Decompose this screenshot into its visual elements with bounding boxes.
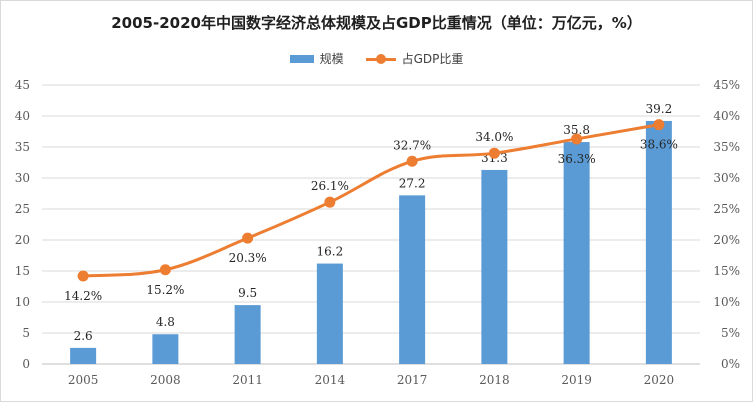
- y-left-tick-label: 25: [15, 202, 30, 216]
- line-value-label: 15.2%: [146, 283, 184, 297]
- bar-value-label: 9.5: [238, 286, 257, 300]
- x-tick-label: 2011: [232, 373, 263, 387]
- legend-label-gdp-share: 占GDP比重: [401, 52, 464, 66]
- line-value-label: 14.2%: [64, 289, 102, 303]
- line-value-label: 20.3%: [229, 251, 267, 265]
- y-left-tick-label: 15: [15, 264, 30, 278]
- legend-bar-swatch: [289, 54, 314, 63]
- line-point: [406, 155, 418, 167]
- x-tick-label: 2017: [397, 373, 428, 387]
- line-value-label: 38.6%: [640, 138, 678, 152]
- bar-value-label: 4.8: [156, 315, 175, 329]
- bar: [234, 305, 261, 364]
- x-tick-label: 2014: [315, 373, 346, 387]
- line-value-label: 36.3%: [558, 152, 596, 166]
- bar-value-label: 35.8: [563, 123, 590, 137]
- y-right-tick-label: 5%: [721, 326, 740, 340]
- bar-value-label: 2.6: [74, 329, 93, 343]
- x-tick-label: 2018: [479, 373, 510, 387]
- line-value-label: 32.7%: [393, 138, 431, 152]
- y-left-tick-label: 0: [22, 357, 30, 371]
- line-point: [488, 147, 500, 159]
- bar: [316, 263, 343, 364]
- line-point: [242, 232, 254, 244]
- bar-value-label: 39.2: [646, 102, 673, 116]
- line-value-label: 34.0%: [475, 130, 513, 144]
- line-point: [77, 270, 89, 282]
- line-point: [653, 119, 665, 131]
- y-right-tick-label: 20%: [713, 233, 740, 247]
- y-left-tick-label: 35: [15, 140, 30, 154]
- y-left-tick-label: 10: [15, 295, 30, 309]
- line-value-label: 26.1%: [311, 179, 349, 193]
- y-left-tick-label: 45: [15, 78, 30, 92]
- y-left-tick-label: 20: [15, 233, 30, 247]
- y-right-tick-label: 0%: [721, 357, 740, 371]
- y-right-tick-label: 45%: [713, 78, 740, 92]
- legend-line-swatch: [365, 53, 396, 64]
- x-tick-label: 2005: [68, 373, 99, 387]
- bar: [563, 142, 590, 364]
- y-left-tick-label: 40: [15, 109, 30, 123]
- bar-value-label: 27.2: [399, 176, 426, 190]
- y-right-tick-label: 25%: [713, 202, 740, 216]
- line-point: [159, 264, 171, 276]
- y-left-tick-label: 30: [15, 171, 30, 185]
- chart-title: 2005-2020年中国数字经济总体规模及占GDP比重情况（单位：万亿元，%）: [111, 14, 642, 32]
- bar: [481, 169, 508, 364]
- legend-item-gdp-share: 占GDP比重: [365, 50, 464, 67]
- line-point: [571, 133, 583, 145]
- y-right-tick-label: 10%: [713, 295, 740, 309]
- legend-item-scale: 规模: [289, 50, 344, 67]
- bar: [645, 120, 672, 365]
- x-tick-label: 2008: [150, 373, 181, 387]
- bar: [70, 347, 97, 364]
- y-right-tick-label: 15%: [713, 264, 740, 278]
- y-right-tick-label: 30%: [713, 171, 740, 185]
- x-tick-label: 2020: [644, 373, 675, 387]
- bar: [399, 195, 426, 364]
- line-point: [324, 196, 336, 208]
- y-left-tick-label: 5: [22, 326, 30, 340]
- series-line-gdp-share: [83, 123, 660, 278]
- x-tick-label: 2019: [561, 373, 592, 387]
- y-right-tick-label: 40%: [713, 109, 740, 123]
- y-right-tick-label: 35%: [713, 140, 740, 154]
- bar: [152, 334, 179, 364]
- bar-value-label: 16.2: [317, 245, 344, 259]
- legend-label-scale: 规模: [319, 52, 344, 66]
- chart-legend: 规模 占GDP比重: [0, 50, 753, 67]
